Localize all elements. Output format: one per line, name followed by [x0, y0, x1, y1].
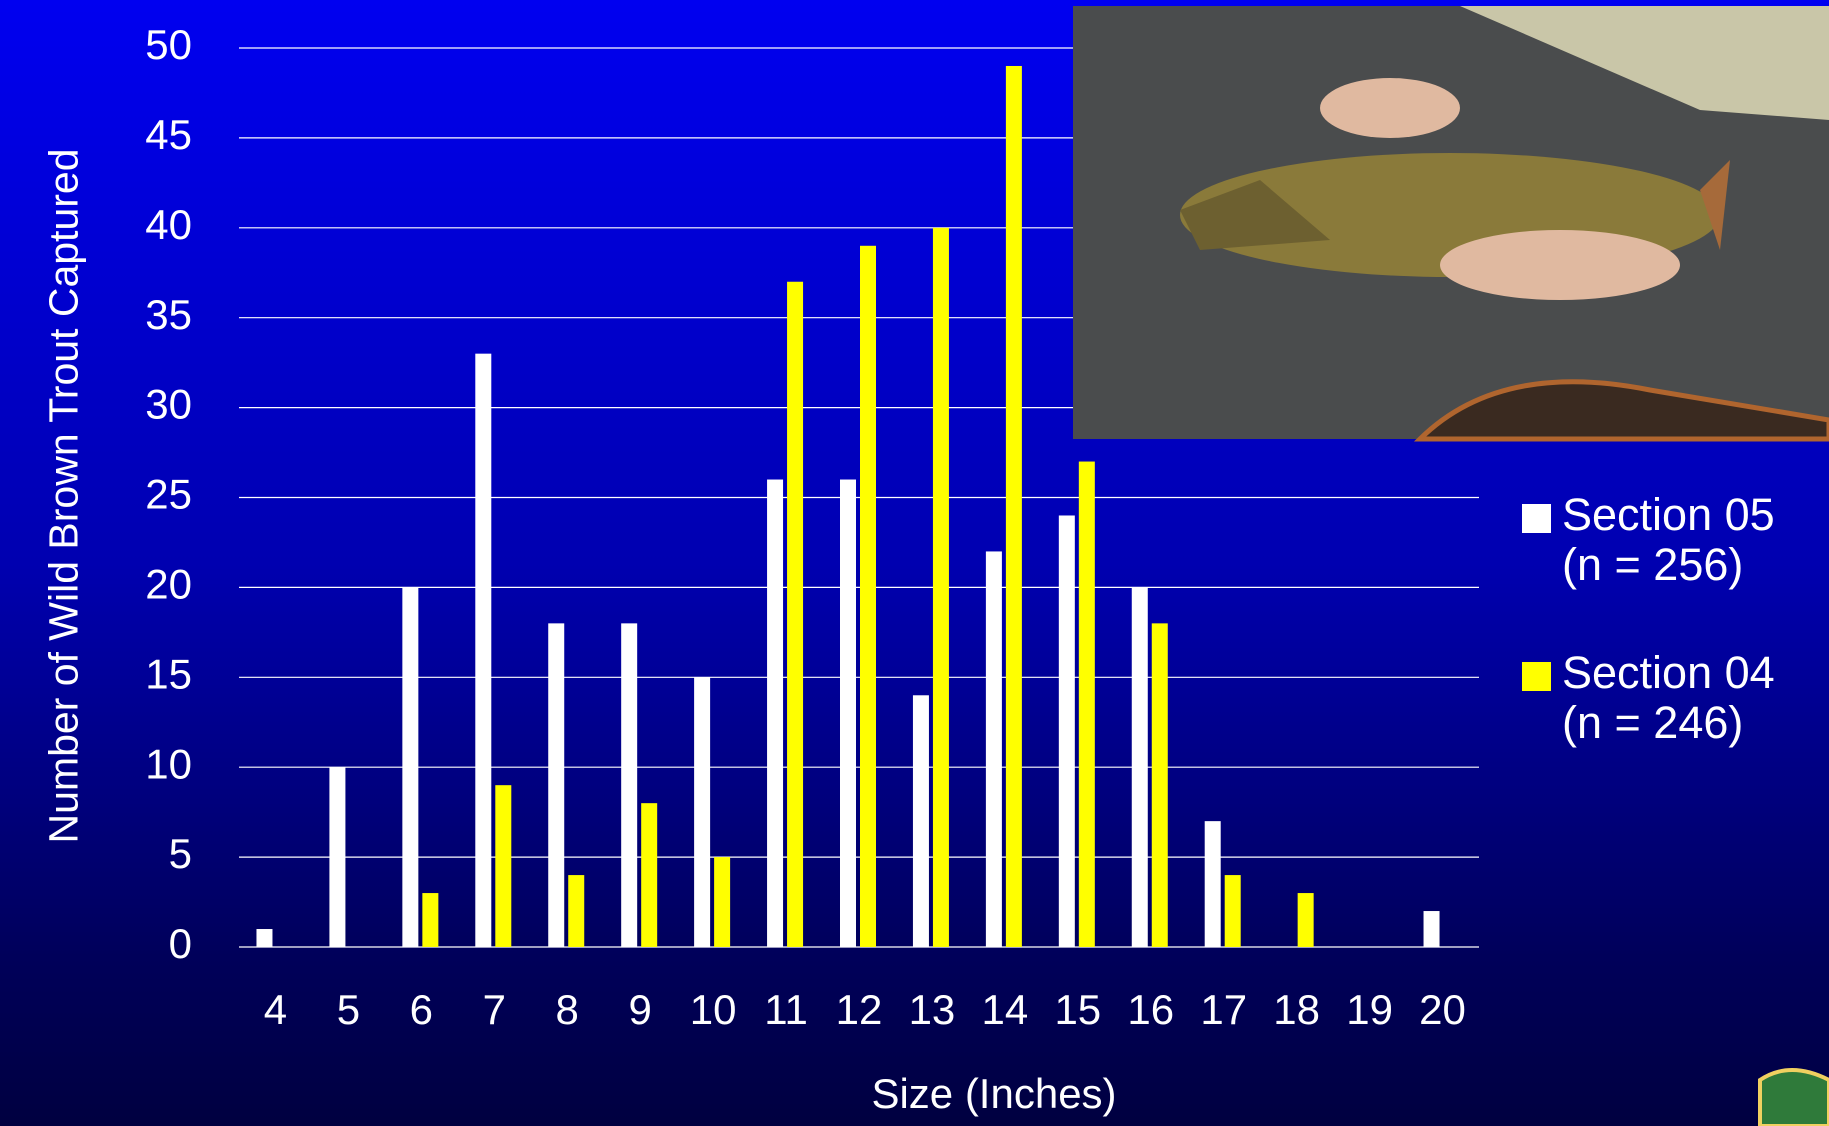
- x-tick-label: 8: [556, 986, 579, 1033]
- x-tick-label: 19: [1346, 986, 1393, 1033]
- x-tick-label: 17: [1200, 986, 1247, 1033]
- x-tick-label: 12: [836, 986, 883, 1033]
- bar: [1151, 623, 1168, 947]
- bar: [840, 479, 856, 947]
- y-tick-label: 35: [145, 291, 192, 338]
- bar: [548, 623, 565, 947]
- legend-swatch: [1522, 662, 1551, 691]
- bar: [422, 893, 439, 947]
- y-axis-title: Number of Wild Brown Trout Captured: [40, 148, 87, 844]
- bar: [714, 857, 731, 947]
- bar: [621, 623, 638, 947]
- y-tick-label: 0: [169, 920, 192, 967]
- x-tick-label: 16: [1127, 986, 1174, 1033]
- bar: [329, 767, 346, 947]
- bar: [402, 587, 419, 947]
- photo: [1073, 6, 1829, 442]
- x-axis-title: Size (Inches): [871, 1070, 1116, 1117]
- legend-label: Section 05 (n = 256): [1562, 489, 1775, 590]
- y-tick-label: 40: [145, 201, 192, 248]
- x-tick-label: 13: [909, 986, 956, 1033]
- bar: [787, 281, 804, 947]
- y-tick-label: 50: [145, 21, 192, 68]
- x-tick-label: 9: [628, 986, 651, 1033]
- bar: [256, 929, 273, 947]
- bar: [912, 695, 929, 947]
- bar: [767, 479, 784, 947]
- x-tick-label: 14: [982, 986, 1029, 1033]
- logo: [1758, 1068, 1829, 1126]
- bar: [1078, 461, 1095, 947]
- bar: [475, 353, 492, 947]
- y-tick-label: 25: [145, 471, 192, 518]
- x-tick-label: 18: [1273, 986, 1320, 1033]
- bar: [568, 875, 585, 947]
- bar: [1204, 821, 1221, 947]
- bar: [1297, 893, 1314, 947]
- bar: [1005, 65, 1022, 948]
- bar: [860, 245, 876, 947]
- bar: [694, 677, 711, 947]
- bar: [1058, 515, 1075, 947]
- y-tick-label: 20: [145, 560, 192, 607]
- legend-label: Section 04 (n = 246): [1562, 647, 1775, 748]
- bar: [1224, 875, 1241, 947]
- x-tick-label: 6: [410, 986, 433, 1033]
- legend-swatch: [1522, 504, 1551, 533]
- bar: [932, 227, 949, 948]
- x-tick-label: 4: [264, 986, 287, 1033]
- x-tick-label: 15: [1054, 986, 1101, 1033]
- bar: [495, 785, 512, 947]
- x-tick-label: 11: [764, 986, 808, 1033]
- x-tick-label: 5: [337, 986, 360, 1033]
- y-tick-label: 5: [169, 830, 192, 877]
- bar: [1423, 911, 1440, 947]
- bar: [1131, 587, 1148, 947]
- y-tick-label: 30: [145, 381, 192, 428]
- y-tick-label: 15: [145, 650, 192, 697]
- bar: [641, 803, 658, 947]
- x-tick-label: 20: [1419, 986, 1466, 1033]
- x-tick-label: 7: [483, 986, 506, 1033]
- x-tick-label: 10: [690, 986, 737, 1033]
- y-tick-label: 10: [145, 740, 192, 787]
- y-tick-label: 45: [145, 111, 192, 158]
- bar: [985, 551, 1002, 947]
